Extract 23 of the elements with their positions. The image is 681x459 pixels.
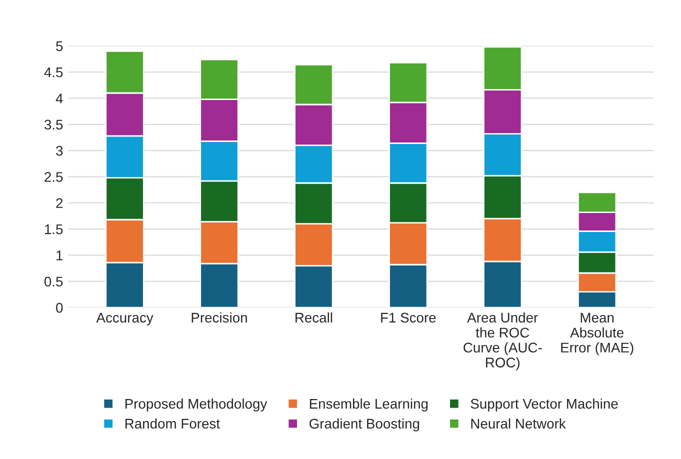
y-tick-label: 4.5	[44, 68, 63, 78]
y-tick-label: 2.5	[44, 172, 63, 182]
x-tick-label: Precision	[192, 312, 247, 323]
y-tick-label: 0	[56, 302, 63, 313]
x-tick-label: Accuracy	[96, 312, 154, 326]
y-tick-label: 0.5	[44, 276, 63, 287]
x-tick-label: Mean Absolute Error (MAE)	[561, 312, 634, 356]
y-tick-label: 4	[56, 94, 63, 104]
legend-label: Random Forest	[125, 418, 220, 429]
y-tick-label: 1	[56, 250, 63, 260]
x-tick-label: Recall	[296, 312, 332, 323]
x-tick-label: F1 Score	[381, 312, 436, 323]
y-tick-label: 1.5	[44, 224, 63, 234]
y-tick-label: 2	[56, 198, 63, 208]
x-tick-label: Area Under the ROC Curve (AUC- ROC)	[464, 312, 542, 370]
y-tick-label: 3	[56, 146, 63, 156]
legend-label: Gradient Boosting	[310, 418, 420, 432]
y-tick-label: 3.5	[44, 120, 63, 130]
legend-label: Neural Network	[471, 418, 566, 429]
legend-label: Support Vector Machine	[470, 398, 618, 412]
y-tick-label: 5	[56, 41, 63, 52]
legend-label: Ensemble Learning	[310, 398, 428, 412]
legend-label: Proposed Methodology	[125, 398, 268, 412]
